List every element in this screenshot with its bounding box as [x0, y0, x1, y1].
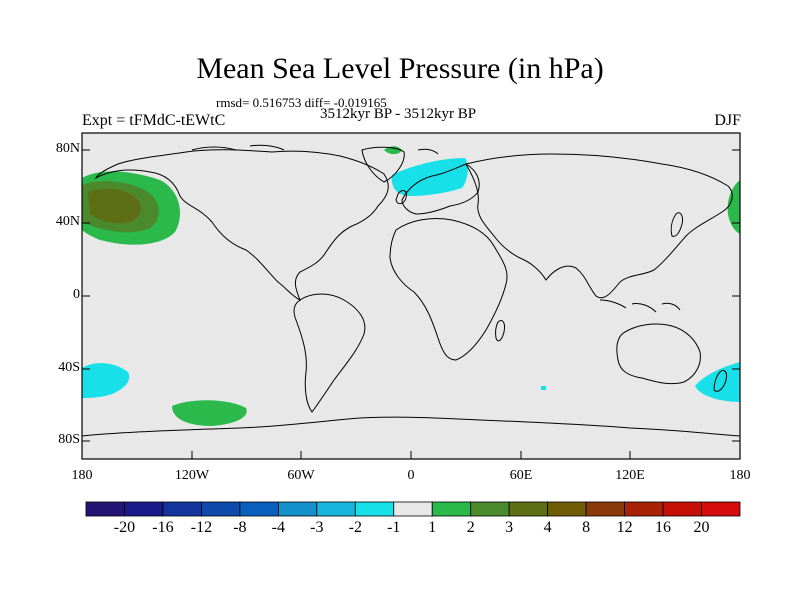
- colorbar-label: -16: [152, 519, 174, 536]
- anomaly-south-pacific-positive: [172, 400, 247, 426]
- lat-label-40s: 40S: [58, 360, 80, 375]
- lon-label-60e: 60E: [509, 468, 533, 483]
- colorbar-label: 20: [693, 519, 710, 536]
- colorbar-label: 2: [466, 519, 475, 536]
- lat-label-40n: 40N: [55, 214, 80, 229]
- anomaly-arctic-positive: [384, 146, 402, 155]
- colorbar-swatch: [85, 501, 125, 517]
- colorbar-swatch: [701, 501, 741, 517]
- lat-label-0: 0: [73, 287, 80, 302]
- stats-text: rmsd= 0.516753 diff= -0.019165: [216, 95, 387, 110]
- colorbar-label: 3: [505, 519, 514, 536]
- lon-label-0: 0: [407, 468, 415, 483]
- colorbar-label: 1: [428, 519, 437, 536]
- colorbar-swatch: [354, 501, 395, 517]
- colorbar-swatch: [201, 501, 241, 517]
- colorbar-label: -4: [271, 519, 285, 536]
- colorbar-swatch: [277, 501, 318, 517]
- colorbar-label: -20: [113, 519, 136, 536]
- anomaly-fills: [82, 146, 740, 426]
- colorbar-swatch: [547, 501, 587, 517]
- colorbar-label: 16: [655, 519, 672, 536]
- colorbar-swatch: [662, 501, 702, 517]
- experiment-label: Expt = tFMdC-tEWtC: [82, 112, 226, 129]
- chart-title: Mean Sea Level Pressure (in hPa): [196, 52, 604, 85]
- colorbar-swatch: [393, 501, 433, 517]
- colorbar-label: 12: [616, 519, 633, 536]
- lon-label-180e: 180: [729, 468, 751, 483]
- colorbar-label: -12: [190, 519, 213, 536]
- colorbar-label: -8: [233, 519, 247, 536]
- axis-ticks: [81, 149, 741, 459]
- colorbar-swatch: [162, 501, 202, 517]
- anomaly-north-pacific-core: [88, 188, 141, 224]
- period-label: 3512kyr BP - 3512kyr BP: [320, 106, 477, 122]
- anomaly-south-pacific-negative-west: [82, 363, 130, 398]
- lat-label-80s: 80S: [58, 432, 80, 447]
- colorbar-swatch: [470, 501, 510, 517]
- colorbar-swatch: [316, 501, 356, 517]
- colorbar-swatch: [624, 501, 664, 517]
- lon-label-120e: 120E: [615, 468, 645, 483]
- anomaly-south-pacific-negative-east: [695, 362, 740, 402]
- coastlines: [81, 144, 741, 437]
- anomaly-west-pacific-positive: [727, 180, 740, 234]
- colorbar-label: 8: [582, 519, 591, 536]
- colorbar: [85, 501, 741, 517]
- colorbar-label: -1: [387, 519, 401, 536]
- colorbar-swatch: [431, 501, 472, 517]
- lon-label-180w: 180: [71, 468, 93, 483]
- colorbar-swatch: [239, 501, 279, 517]
- colorbar-label: -3: [310, 519, 324, 536]
- colorbar-label: -2: [348, 519, 362, 536]
- lon-label-120w: 120W: [174, 468, 210, 483]
- colorbar-swatch: [585, 501, 625, 517]
- anomaly-small-negative: [541, 386, 546, 390]
- colorbar-swatch: [508, 501, 549, 517]
- lat-label-80n: 80N: [55, 141, 80, 156]
- season-label: DJF: [714, 112, 741, 129]
- colorbar-label: 4: [543, 519, 552, 536]
- colorbar-swatch: [124, 501, 164, 517]
- lon-label-60w: 60W: [287, 468, 315, 483]
